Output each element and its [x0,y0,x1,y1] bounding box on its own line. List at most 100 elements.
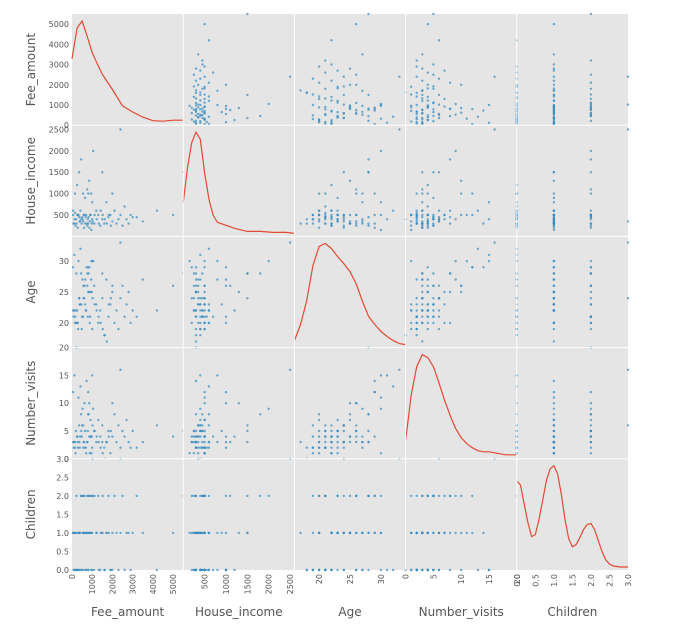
scatter-point [426,192,429,195]
scatter-point [117,568,120,572]
scatter-point [426,327,429,331]
scatter-point [355,568,358,572]
scatter-point [448,107,452,110]
scatter-point [476,115,480,118]
y-tick-label-House_income: 2000 [49,147,69,156]
scatter-point [437,494,441,498]
scatter-point [336,99,339,103]
x-tick-label-Fee_amount: 1000 [88,574,97,594]
scatter-point [194,104,198,107]
scatter-point [141,440,144,444]
scatter-point [299,440,302,444]
scatter-point [454,113,457,116]
scatter-point [432,12,435,16]
scatter-point [379,228,383,232]
cell-House_income-vs-Age [294,125,406,237]
scatter-point [361,104,364,108]
scatter-point [415,103,418,107]
scatter-point [135,446,138,449]
scatter-point [426,99,429,102]
scatter-point [317,121,321,124]
scatter-point [93,303,96,306]
scatter-point [246,494,249,498]
scatter-point [246,440,249,444]
scatter-point [361,53,364,56]
scatter-point [199,424,202,427]
cell-Age-vs-Number_visits [404,236,518,348]
scatter-point [87,494,90,498]
scatter-point [432,303,435,306]
scatter-point [361,531,364,535]
scatter-point [552,340,556,343]
scatter-point [410,259,413,263]
scatter-point [443,321,446,325]
x-tick-label-Age: 30 [377,574,386,584]
scatter-point [113,321,116,325]
scatter-point [471,192,474,195]
scatter-point [192,494,196,498]
scatter-point [330,531,333,535]
y-tick-label-Number_visits: 0 [64,455,69,464]
scatter-point [336,435,339,438]
scatter-point [107,429,110,433]
scatter-point [121,429,124,433]
scatter-point [207,440,211,444]
scatter-point [194,568,198,572]
scatter-point [111,402,114,405]
scatter-point [437,218,441,221]
scatter-point [589,272,593,275]
scatter-point [135,494,138,498]
scatter-point [421,108,424,112]
scatter-point [552,216,556,219]
scatter-point [373,379,376,383]
scatter-point [421,79,424,82]
scatter-point [552,297,556,300]
scatter-point [317,413,321,416]
scatter-point [203,65,206,68]
scatter-point [135,315,138,318]
scatter-point [348,104,352,107]
scatter-point [86,272,89,275]
scatter-point [330,224,333,227]
scatter-point [203,284,206,287]
scatter-point [342,424,345,427]
scatter-point [552,201,556,204]
x-tick-label-Children: 2.0 [587,574,596,587]
scatter-point [324,424,327,427]
scatter-point [552,321,556,325]
scatter-point [237,531,240,535]
scatter-point [426,220,429,223]
scatter-point [246,93,249,97]
scatter-point [367,494,370,498]
scatter-point [361,110,364,114]
scatter-point [267,259,270,263]
scatter-point [448,81,452,84]
cell-House_income-vs-Number_visits [404,125,518,237]
cell-Fee_amount-vs-Fee_amount [71,14,184,126]
scatter-point [91,374,94,377]
scatter-point [79,158,83,161]
scatter-point [589,327,593,331]
x-tick-label-House_income: 2500 [286,574,295,594]
scatter-point [111,220,114,223]
y-axis-label-House_income: House_income [24,137,38,225]
scatter-point [336,531,339,535]
scatter-point [197,112,200,116]
scatter-point [432,224,435,227]
scatter-point [305,222,308,225]
scatter-point [311,494,315,498]
scatter-point [203,429,206,433]
scatter-point [78,531,81,535]
scatter-point [190,321,193,325]
scatter-point [324,108,327,111]
scatter-point [373,107,376,111]
scatter-point [246,531,249,535]
scatter-point [203,568,206,572]
scatter-point [121,224,124,227]
scatter-point [460,494,463,498]
scatter-point [336,69,339,72]
scatter-point [589,87,593,91]
scatter-point [81,278,84,281]
scatter-point [355,108,358,112]
scatter-point [421,272,424,275]
